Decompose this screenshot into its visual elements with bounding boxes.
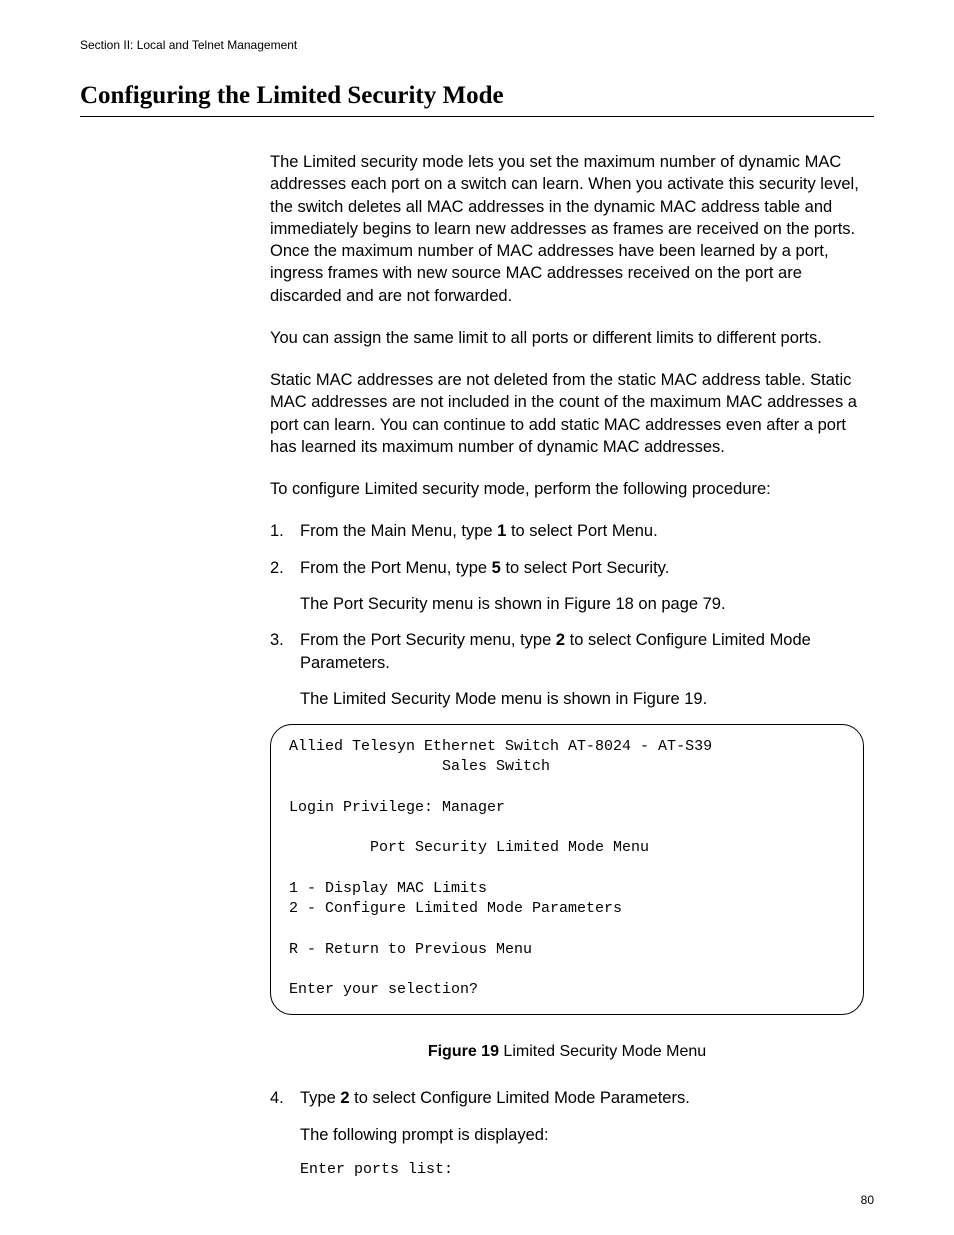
- step-text-post: to select Port Menu.: [506, 522, 657, 540]
- step-number: 4.: [270, 1087, 300, 1180]
- step-text-pre: From the Port Security menu, type: [300, 631, 556, 649]
- step-body: From the Port Security menu, type 2 to s…: [300, 629, 864, 710]
- step-text-post: to select Port Security.: [501, 559, 669, 577]
- step-mono-prompt: Enter ports list:: [300, 1160, 864, 1180]
- step-text-pre: From the Port Menu, type: [300, 559, 492, 577]
- paragraph-intro-3: Static MAC addresses are not deleted fro…: [270, 369, 864, 458]
- figure-caption: Figure 19 Limited Security Mode Menu: [270, 1043, 864, 1061]
- figure-text: Limited Security Mode Menu: [499, 1043, 706, 1060]
- step-number: 3.: [270, 629, 300, 710]
- step-subtext: The Port Security menu is shown in Figur…: [300, 593, 864, 615]
- step-4: 4. Type 2 to select Configure Limited Mo…: [270, 1087, 864, 1180]
- paragraph-intro-4: To configure Limited security mode, perf…: [270, 478, 864, 500]
- step-3: 3. From the Port Security menu, type 2 t…: [270, 629, 864, 710]
- step-2: 2. From the Port Menu, type 5 to select …: [270, 557, 864, 616]
- terminal-output: Allied Telesyn Ethernet Switch AT-8024 -…: [270, 724, 864, 1015]
- figure-label: Figure 19: [428, 1043, 499, 1060]
- content-area: The Limited security mode lets you set t…: [270, 151, 864, 1180]
- step-text-bold: 2: [556, 631, 565, 649]
- step-body: Type 2 to select Configure Limited Mode …: [300, 1087, 864, 1180]
- page-title: Configuring the Limited Security Mode: [80, 82, 874, 117]
- step-number: 1.: [270, 520, 300, 542]
- step-text-pre: From the Main Menu, type: [300, 522, 497, 540]
- paragraph-intro-1: The Limited security mode lets you set t…: [270, 151, 864, 307]
- step-body: From the Port Menu, type 5 to select Por…: [300, 557, 864, 616]
- step-text-pre: Type: [300, 1089, 340, 1107]
- step-text-bold: 2: [340, 1089, 349, 1107]
- step-text-bold: 5: [492, 559, 501, 577]
- page-number: 80: [861, 1193, 874, 1207]
- step-1: 1. From the Main Menu, type 1 to select …: [270, 520, 864, 542]
- step-subtext: The Limited Security Mode menu is shown …: [300, 688, 864, 710]
- step-text-post: to select Configure Limited Mode Paramet…: [350, 1089, 690, 1107]
- step-subtext: The following prompt is displayed:: [300, 1124, 864, 1146]
- step-text-bold: 1: [497, 522, 506, 540]
- section-header: Section II: Local and Telnet Management: [80, 38, 874, 52]
- step-number: 2.: [270, 557, 300, 616]
- step-body: From the Main Menu, type 1 to select Por…: [300, 520, 864, 542]
- paragraph-intro-2: You can assign the same limit to all por…: [270, 327, 864, 349]
